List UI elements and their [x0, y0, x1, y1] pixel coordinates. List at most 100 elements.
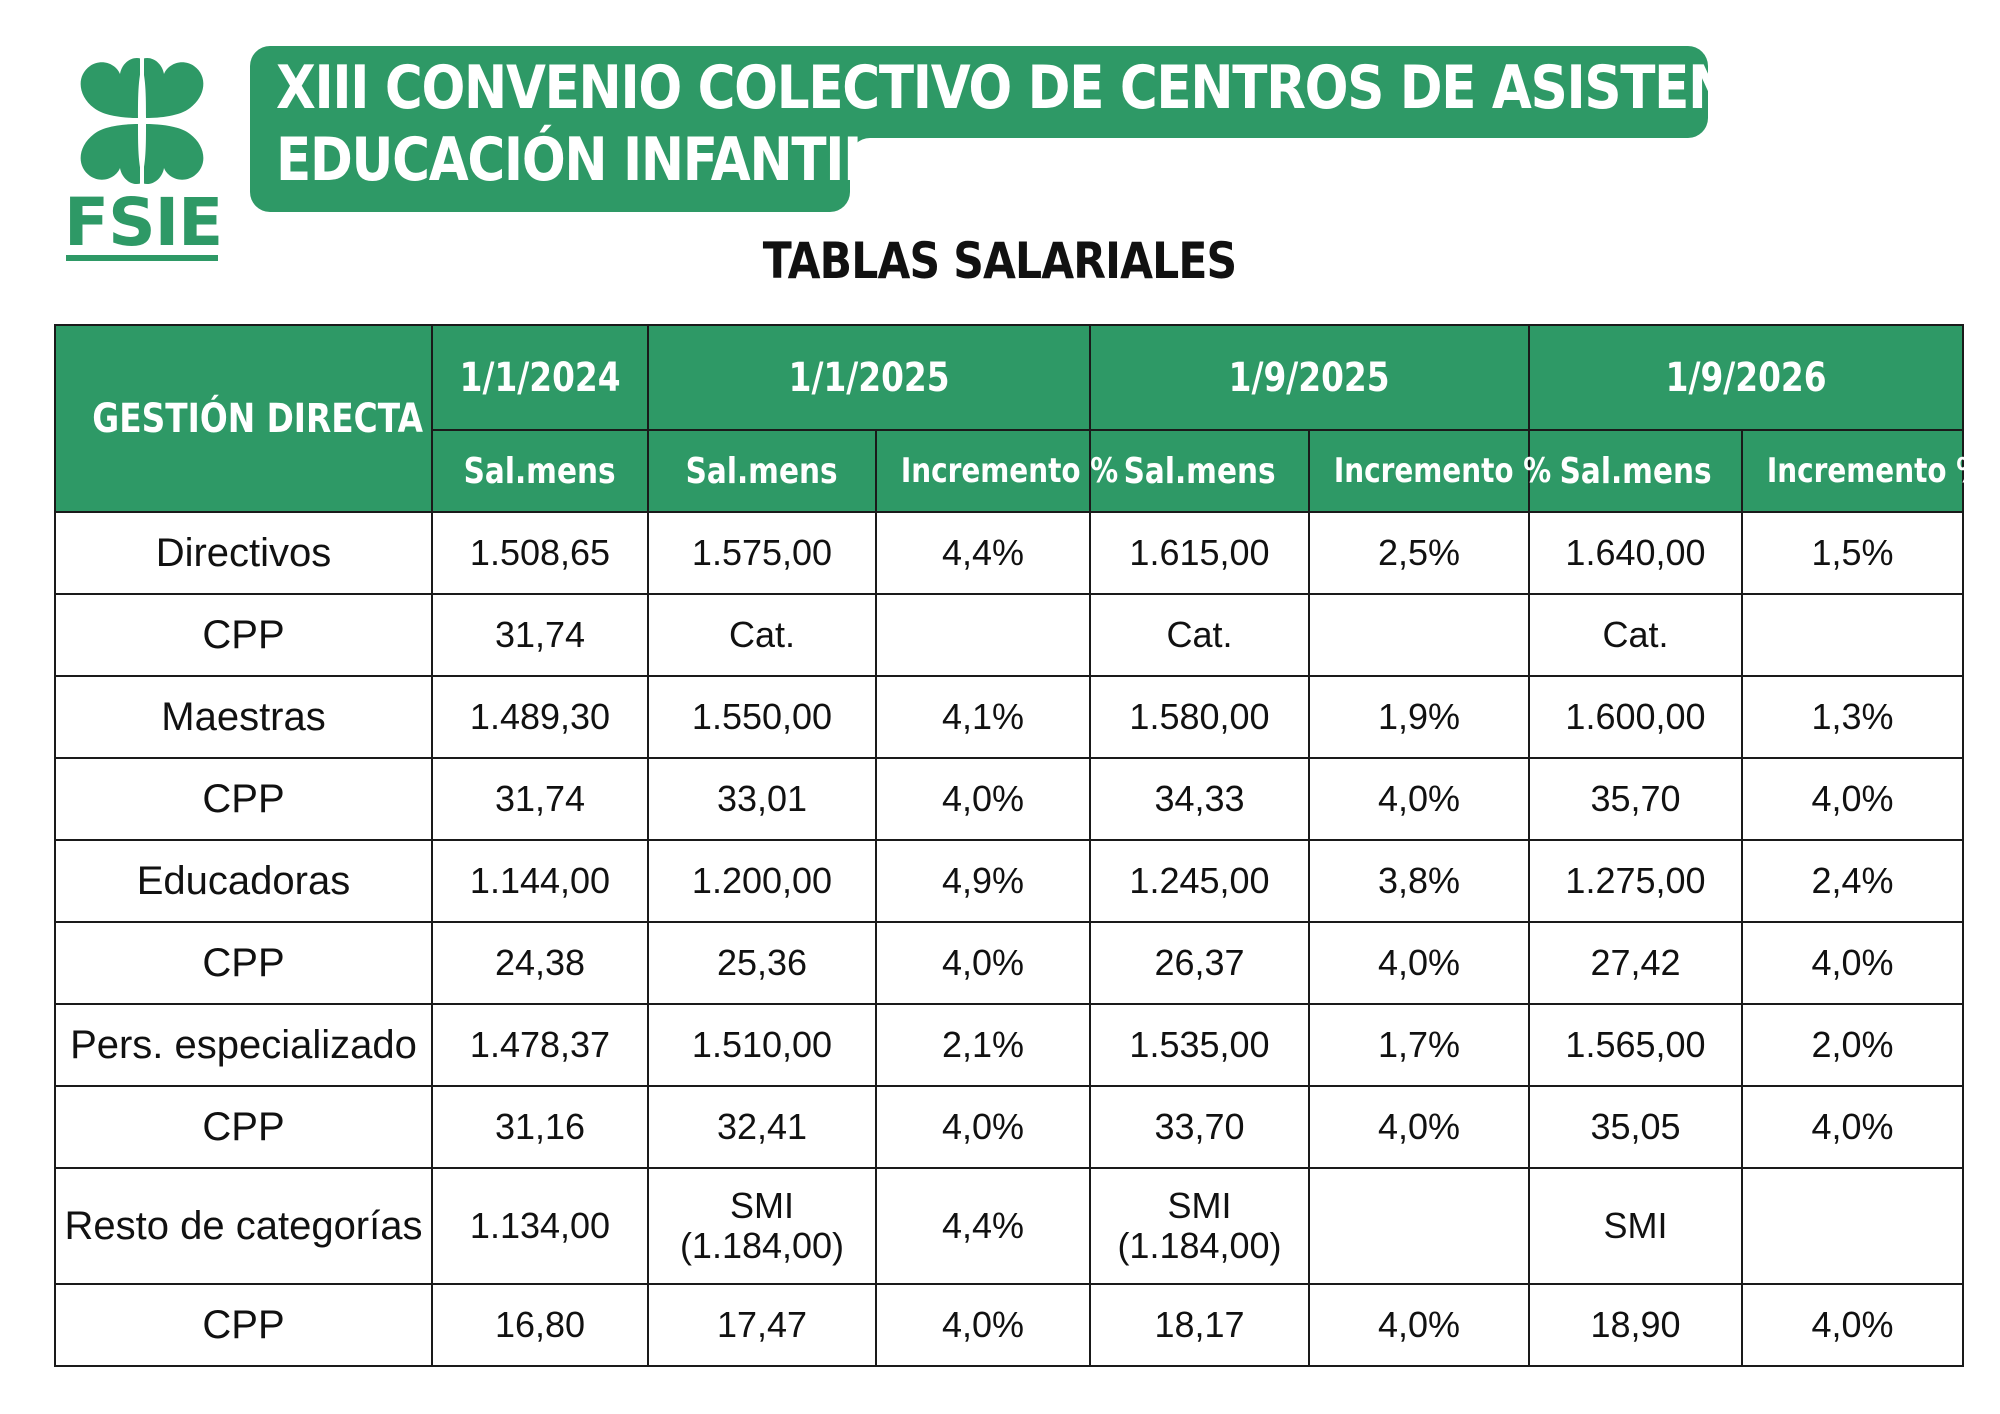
table-cell: 1.245,00	[1089, 839, 1310, 923]
table-cell: 4,4%	[875, 1167, 1091, 1285]
table-cell: 1.565,00	[1528, 1003, 1743, 1087]
cell-value: 1.144,00	[469, 860, 611, 901]
cell-value: 1.510,00	[691, 1024, 833, 1065]
row-label: CPP	[54, 1283, 433, 1367]
logo-underline	[66, 255, 218, 261]
cell-value: 1.134,00	[469, 1205, 611, 1246]
table-cell: 4,9%	[875, 839, 1091, 923]
cell-value: 31,74	[494, 614, 586, 655]
cell-note: (1.184,00)	[1117, 1225, 1282, 1266]
cell-value: 2,1%	[941, 1024, 1025, 1065]
title-line-2: EDUCACIÓN INFANTIL	[276, 125, 876, 195]
table-cell: 4,0%	[1741, 921, 1964, 1005]
table-cell: 16,80	[431, 1283, 649, 1367]
period-header: 1/9/2026	[1528, 324, 1964, 431]
title-line-1: XIII CONVENIO COLECTIVO DE CENTROS DE AS…	[276, 53, 1877, 123]
cell-value: 4,9%	[941, 860, 1025, 901]
cell-value: 27,42	[1590, 942, 1681, 983]
cell-value: 2,0%	[1811, 1024, 1894, 1065]
cell-note: (1.184,00)	[679, 1225, 845, 1266]
cell-value: 2,5%	[1377, 532, 1461, 573]
table-cell: Cat.	[647, 593, 877, 677]
table-cell: 4,1%	[875, 675, 1091, 759]
column-header: Sal.mens	[647, 429, 877, 513]
cell-value: Cat.	[1602, 614, 1669, 655]
table-cell: 1.134,00	[431, 1167, 649, 1285]
table-row: Directivos 1.508,65 1.575,00 4,4% 1.615,00 2,…	[54, 511, 1964, 595]
cell-value: 4,0%	[1811, 942, 1894, 983]
table-cell	[1308, 593, 1530, 677]
cell-value: Cat.	[728, 614, 796, 655]
cell-value: 31,74	[494, 778, 586, 819]
table-cell: 18,17	[1089, 1283, 1310, 1367]
corner-header: GESTIÓN DIRECTA	[54, 324, 433, 513]
cell-value: 1.600,00	[1565, 696, 1706, 737]
subtitle-text: TABLAS SALARIALES	[763, 232, 1237, 290]
period-header: 1/1/2024	[431, 324, 649, 431]
cell-value: 18,90	[1590, 1304, 1681, 1345]
table-cell	[875, 593, 1091, 677]
table-row: Pers. especializado 1.478,37 1.510,00 2,1% 1…	[54, 1003, 1964, 1087]
table-cell: Cat.	[1089, 593, 1310, 677]
cell-value: 18,17	[1154, 1304, 1245, 1345]
cell-value: 1.478,37	[469, 1024, 611, 1065]
table-cell: 27,42	[1528, 921, 1743, 1005]
cell-value: 1.575,00	[691, 532, 833, 573]
cell-value: 35,70	[1590, 778, 1681, 819]
cell-value: 33,01	[716, 778, 808, 819]
table-cell: Cat.	[1528, 593, 1743, 677]
cell-value: 16,80	[494, 1304, 586, 1345]
cell-value: 4,1%	[941, 696, 1025, 737]
four-leaf-clover-icon	[74, 56, 210, 188]
column-header: Sal.mens	[431, 429, 649, 513]
cell-value: 32,41	[716, 1106, 808, 1147]
page-title: XIII CONVENIO COLECTIVO DE CENTROS DE AS…	[276, 52, 1877, 196]
table-cell: 1.508,65	[431, 511, 649, 595]
table-cell: 33,70	[1089, 1085, 1310, 1169]
table-cell: 32,41	[647, 1085, 877, 1169]
cell-value: 25,36	[716, 942, 808, 983]
table-cell	[1741, 593, 1964, 677]
cell-value: 4,0%	[1811, 778, 1894, 819]
table-cell: 1.550,00	[647, 675, 877, 759]
table-cell: 1.200,00	[647, 839, 877, 923]
cell-value: 26,37	[1154, 942, 1245, 983]
table-cell: 1,9%	[1308, 675, 1530, 759]
table-cell: SMI (1.184,00)	[647, 1167, 877, 1285]
table-cell: 35,70	[1528, 757, 1743, 841]
table-cell: 4,0%	[1308, 1085, 1530, 1169]
column-header: Sal.mens	[1089, 429, 1310, 513]
table-cell: 31,74	[431, 593, 649, 677]
table-cell: 1.640,00	[1528, 511, 1743, 595]
table-cell: 25,36	[647, 921, 877, 1005]
cell-value: 34,33	[1154, 778, 1245, 819]
cell-value: Cat.	[1166, 614, 1233, 655]
table-cell: 1.275,00	[1528, 839, 1743, 923]
cell-value: 1,9%	[1377, 696, 1461, 737]
table-cell: 1.478,37	[431, 1003, 649, 1087]
table-row: Maestras 1.489,30 1.550,00 4,1% 1.580,00 1,9%…	[54, 675, 1964, 759]
table-cell: 1.489,30	[431, 675, 649, 759]
cell-value: 1.615,00	[1129, 532, 1270, 573]
table-row: CPP 24,38 25,36 4,0% 26,37 4,0% 27,42 4,0%	[54, 921, 1964, 1005]
logo-wordmark: FSIE	[64, 184, 223, 261]
table-row: CPP 16,80 17,47 4,0% 18,17 4,0% 18,90 4,0%	[54, 1283, 1964, 1367]
table-cell: 4,0%	[1741, 757, 1964, 841]
table-row: Educadoras 1.144,00 1.200,00 4,9% 1.245,00 3,…	[54, 839, 1964, 923]
table-cell: 1,5%	[1741, 511, 1964, 595]
table-cell: 33,01	[647, 757, 877, 841]
cell-value: 4,0%	[941, 778, 1025, 819]
cell-value: 31,16	[494, 1106, 586, 1147]
table-cell: 4,0%	[1741, 1085, 1964, 1169]
table-row: CPP 31,16 32,41 4,0% 33,70 4,0% 35,05 4,0%	[54, 1085, 1964, 1169]
cell-value: 1,5%	[1811, 532, 1894, 573]
row-label: Resto de categorías	[54, 1167, 433, 1285]
table-cell: 1.615,00	[1089, 511, 1310, 595]
cell-value: 33,70	[1154, 1106, 1245, 1147]
row-label: CPP	[54, 1085, 433, 1169]
cell-value: 4,0%	[941, 942, 1025, 983]
cell-value: 4,0%	[1811, 1106, 1894, 1147]
cell-value: 17,47	[716, 1304, 808, 1345]
column-header: Incremento %	[875, 429, 1118, 513]
cell-value: 35,05	[1590, 1106, 1681, 1147]
